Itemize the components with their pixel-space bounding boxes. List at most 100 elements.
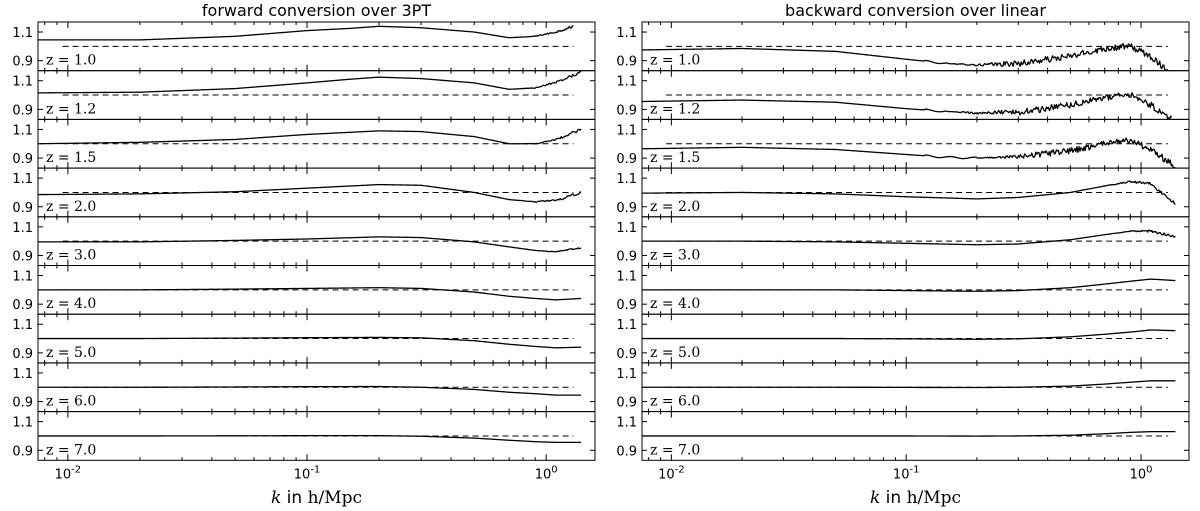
ratio-curve — [641, 180, 1176, 205]
y-tick-label: 1.1 — [12, 172, 33, 187]
panel-z-1.0: 1.1 0.9 z = 1.0 — [616, 21, 1190, 72]
panel-z-1.5: 1.1 0.9 z = 1.5 — [616, 118, 1190, 169]
ratio-curve — [642, 278, 1176, 292]
y-tick-label: 0.9 — [12, 249, 33, 264]
ratio-curve — [37, 128, 582, 145]
ratio-curve — [642, 380, 1176, 389]
redshift-label: z = 1.5 — [46, 150, 96, 166]
ratio-curve — [38, 336, 582, 349]
chart-1: forward conversion over 3PT 1.1 0.9 z = 1.0… — [12, 1, 596, 508]
y-tick-label: 1.1 — [616, 367, 637, 382]
ratio-curve — [38, 435, 582, 444]
x-tick-label: 100 — [535, 464, 558, 482]
panel-z-2.0: 1.1 0.9 z = 2.0 — [616, 167, 1190, 218]
y-tick-label: 0.9 — [12, 103, 33, 118]
redshift-label: z = 1.2 — [46, 101, 96, 117]
redshift-label: z = 5.0 — [46, 345, 96, 361]
redshift-label: z = 6.0 — [650, 394, 700, 410]
y-tick-label: 1.1 — [616, 318, 637, 333]
chart-2: backward conversion over linear 1.1 0.9 z =… — [616, 1, 1190, 508]
x-axis-label: k in h/Mpc — [870, 488, 961, 508]
y-tick-label: 0.9 — [616, 201, 637, 216]
y-tick-label: 1.1 — [616, 416, 637, 431]
redshift-label: z = 4.0 — [46, 296, 96, 312]
y-tick-label: 1.1 — [12, 123, 33, 138]
y-tick-label: 0.9 — [12, 347, 33, 362]
redshift-label: z = 1.0 — [650, 53, 700, 69]
y-tick-label: 0.9 — [616, 249, 637, 264]
panel-z-5.0: 1.1 0.9 z = 5.0 — [12, 313, 596, 364]
x-tick-label: 10-2 — [55, 464, 82, 482]
chart-title: forward conversion over 3PT — [202, 1, 431, 20]
redshift-label: z = 7.0 — [46, 442, 96, 458]
ratio-curve — [38, 25, 574, 41]
y-tick-label: 1.1 — [616, 123, 637, 138]
y-tick-label: 1.1 — [12, 75, 33, 90]
y-tick-label: 0.9 — [12, 298, 33, 313]
y-tick-label: 1.1 — [12, 367, 33, 382]
redshift-label: z = 5.0 — [650, 345, 700, 361]
ratio-curve — [38, 385, 582, 396]
x-tick-label: 10-1 — [893, 464, 920, 482]
panel-z-2.0: 1.1 0.9 z = 2.0 — [12, 167, 596, 218]
ratio-curve — [38, 287, 582, 301]
panel-z-4.0: 1.1 0.9 z = 4.0 — [616, 265, 1190, 315]
redshift-label: z = 7.0 — [650, 442, 700, 458]
y-tick-label: 1.1 — [616, 172, 637, 187]
y-tick-label: 0.9 — [12, 55, 33, 70]
panel-z-6.0: 1.1 0.9 z = 6.0 — [616, 362, 1190, 413]
y-tick-label: 1.1 — [616, 270, 637, 285]
ratio-curve — [642, 329, 1176, 340]
y-tick-label: 1.1 — [616, 221, 637, 236]
ratio-curve — [37, 183, 582, 203]
y-tick-label: 0.9 — [616, 396, 637, 411]
ratio-curve — [642, 431, 1176, 437]
panel-z-7.0: 1.1 0.9 z = 7.0 — [12, 411, 596, 461]
panel-z-3.0: 1.1 0.9 z = 3.0 — [616, 216, 1190, 267]
y-tick-label: 0.9 — [616, 444, 637, 459]
panel-z-1.2: 1.1 0.9 z = 1.2 — [12, 70, 596, 120]
y-tick-label: 0.9 — [616, 347, 637, 362]
panel-z-1.2: 1.1 0.9 z = 1.2 — [616, 70, 1190, 120]
ratio-curve — [641, 43, 1169, 71]
x-tick-label: 100 — [1130, 464, 1153, 482]
chart-title: backward conversion over linear — [785, 1, 1046, 20]
redshift-label: z = 3.0 — [46, 248, 96, 264]
x-tick-label: 10-2 — [658, 464, 685, 482]
panel-z-5.0: 1.1 0.9 z = 5.0 — [616, 313, 1190, 364]
y-tick-label: 0.9 — [616, 103, 637, 118]
y-tick-label: 0.9 — [12, 396, 33, 411]
panel-z-6.0: 1.1 0.9 z = 6.0 — [12, 362, 596, 413]
y-tick-label: 0.9 — [616, 298, 637, 313]
redshift-label: z = 6.0 — [46, 394, 96, 410]
redshift-label: z = 3.0 — [650, 248, 700, 264]
redshift-label: z = 1.2 — [650, 101, 700, 117]
y-tick-label: 0.9 — [12, 444, 33, 459]
y-tick-label: 0.9 — [616, 152, 637, 167]
redshift-label: z = 1.5 — [650, 150, 700, 166]
panel-z-7.0: 1.1 0.9 z = 7.0 — [616, 411, 1190, 461]
y-tick-label: 1.1 — [616, 26, 637, 41]
redshift-label: z = 4.0 — [650, 296, 700, 312]
ratio-curve — [641, 137, 1176, 169]
redshift-label: z = 1.0 — [46, 53, 96, 69]
panel-z-1.5: 1.1 0.9 z = 1.5 — [12, 118, 596, 169]
y-tick-label: 1.1 — [616, 75, 637, 90]
y-tick-label: 1.1 — [12, 318, 33, 333]
ratio-curve — [642, 229, 1176, 246]
y-tick-label: 0.9 — [12, 201, 33, 216]
ratio-curve — [641, 92, 1173, 120]
panel-z-3.0: 1.1 0.9 z = 3.0 — [12, 216, 596, 267]
redshift-label: z = 2.0 — [46, 199, 96, 215]
y-tick-label: 0.9 — [616, 55, 637, 70]
panel-z-1.0: 1.1 0.9 z = 1.0 — [12, 21, 596, 72]
redshift-label: z = 2.0 — [650, 199, 700, 215]
x-axis-label: k in h/Mpc — [271, 488, 362, 508]
x-tick-label: 10-1 — [294, 464, 321, 482]
y-tick-label: 0.9 — [12, 152, 33, 167]
ratio-curve — [38, 236, 582, 253]
y-tick-label: 1.1 — [12, 26, 33, 41]
y-tick-label: 1.1 — [12, 416, 33, 431]
y-tick-label: 1.1 — [12, 221, 33, 236]
